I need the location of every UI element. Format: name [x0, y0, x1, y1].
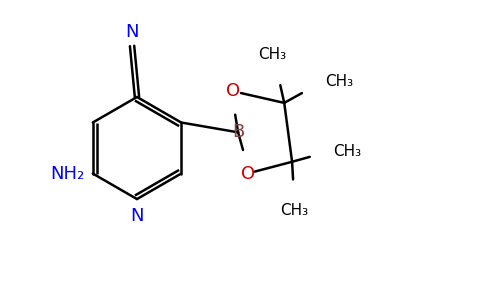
Text: CH₃: CH₃	[280, 203, 308, 218]
Text: NH₂: NH₂	[51, 165, 85, 183]
Text: B: B	[232, 123, 244, 141]
Text: N: N	[130, 207, 144, 225]
Text: CH₃: CH₃	[258, 47, 287, 62]
Text: O: O	[226, 82, 240, 100]
Text: N: N	[125, 23, 139, 41]
Text: CH₃: CH₃	[325, 74, 354, 89]
Text: CH₃: CH₃	[333, 145, 362, 160]
Text: O: O	[241, 165, 255, 183]
